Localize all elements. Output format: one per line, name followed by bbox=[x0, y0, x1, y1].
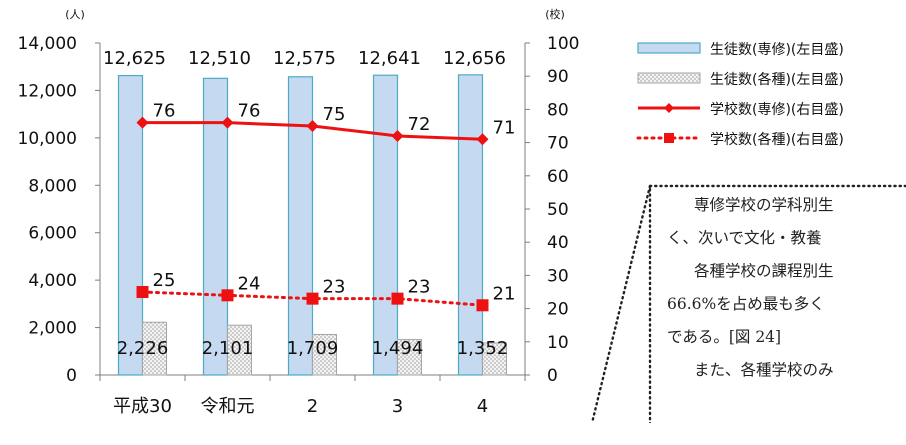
x-category-label: 3 bbox=[392, 396, 403, 417]
x-category-label: 4 bbox=[477, 396, 488, 417]
right-tick-label: 40 bbox=[547, 233, 569, 253]
left-axis-unit: (人) bbox=[65, 8, 85, 21]
bar-senshu-students bbox=[117, 75, 144, 376]
bar-kakushu-students bbox=[482, 342, 507, 376]
line-senshu-label: 75 bbox=[323, 104, 346, 125]
line-kakushu-label: 24 bbox=[238, 273, 261, 294]
note-line-2: く、次いで文化・教養 bbox=[667, 229, 822, 247]
marker-kakushu-schools bbox=[391, 292, 404, 305]
marker-senshu-schools bbox=[476, 133, 489, 146]
marker-senshu-schools bbox=[221, 116, 234, 129]
marker-senshu-schools bbox=[306, 120, 319, 132]
x-category-label: 平成30 bbox=[113, 396, 172, 417]
legend-marker-kakushu-schools bbox=[664, 133, 674, 143]
marker-senshu-schools bbox=[136, 116, 149, 129]
bar-kakushu-label: 1,709 bbox=[287, 338, 339, 359]
bar-senshu-label: 12,656 bbox=[443, 48, 506, 69]
left-tick-label: 8,000 bbox=[28, 176, 77, 196]
right-tick-label: 30 bbox=[547, 266, 569, 286]
marker-kakushu-schools bbox=[136, 286, 149, 298]
chart-area: 0 2,000 4,000 6,000 8,000 10,000 12,000 14,000 0… bbox=[18, 7, 906, 423]
left-tick-label: 14,000 bbox=[18, 34, 77, 54]
note-line-1: 専修学校の学科別生 bbox=[694, 196, 834, 214]
line-senshu-label: 76 bbox=[238, 101, 261, 122]
left-tick-label: 0 bbox=[66, 366, 77, 386]
marker-senshu-schools bbox=[391, 129, 404, 142]
note-callout-line bbox=[590, 184, 652, 423]
bar-senshu-students bbox=[372, 74, 399, 376]
legend-label: 生徒数(専修)(左目盛) bbox=[710, 42, 844, 58]
bar-senshu-label: 12,575 bbox=[273, 48, 336, 69]
bar-kakushu-students bbox=[227, 324, 252, 376]
marker-kakushu-schools bbox=[306, 292, 319, 305]
left-tick-label: 6,000 bbox=[28, 224, 77, 244]
right-tick-label: 90 bbox=[547, 67, 569, 87]
bar-senshu-students bbox=[287, 76, 314, 376]
marker-kakushu-schools bbox=[476, 299, 489, 312]
line-kakushu-label: 25 bbox=[153, 270, 176, 291]
right-tick-label: 80 bbox=[547, 100, 569, 120]
right-tick-label: 60 bbox=[547, 167, 569, 187]
note-box: 専修学校の学科別生 く、次いで文化・教養 各種学校の課程別生 66.6%を占め最… bbox=[580, 185, 906, 445]
marker-kakushu-schools bbox=[221, 289, 234, 302]
bar-kakushu-students bbox=[312, 333, 337, 376]
legend-swatch-kakushu-students bbox=[637, 72, 701, 84]
left-tick-label: 4,000 bbox=[28, 271, 77, 291]
legend-label: 学校数(専修)(右目盛) bbox=[710, 101, 844, 118]
bar-senshu-label: 12,625 bbox=[103, 48, 166, 69]
right-axis-unit: (校) bbox=[545, 7, 565, 21]
line-kakushu-label: 23 bbox=[408, 277, 431, 298]
bar-kakushu-students bbox=[142, 321, 167, 376]
line-senshu-label: 71 bbox=[493, 117, 516, 138]
left-tick-label: 12,000 bbox=[18, 81, 77, 101]
bar-senshu-students bbox=[202, 77, 229, 376]
line-senshu-label: 76 bbox=[153, 101, 176, 122]
bar-kakushu-label: 2,226 bbox=[117, 338, 169, 359]
line-senshu-label: 72 bbox=[408, 114, 431, 135]
note-line-5: である。[図 24] bbox=[667, 328, 782, 346]
bar-kakushu-label: 2,101 bbox=[202, 338, 254, 359]
line-kakushu-label: 23 bbox=[323, 277, 346, 298]
bar-kakushu-label: 1,494 bbox=[372, 338, 424, 359]
right-tick-label: 50 bbox=[547, 200, 569, 220]
left-tick-label: 2,000 bbox=[28, 319, 77, 339]
right-tick-label: 100 bbox=[547, 34, 579, 54]
bar-senshu-label: 12,510 bbox=[188, 48, 251, 69]
bar-kakushu-label: 1,352 bbox=[457, 338, 509, 359]
legend-swatch-senshu-students bbox=[637, 42, 701, 54]
legend-label: 学校数(各種)(右目盛) bbox=[710, 131, 844, 148]
note-line-4: 66.6%を占め最も多く bbox=[667, 295, 825, 313]
note-line-6: また、各種学校のみ bbox=[694, 361, 834, 379]
note-line-3: 各種学校の課程別生 bbox=[694, 262, 834, 280]
legend-marker-senshu-schools bbox=[664, 103, 674, 113]
right-tick-label: 70 bbox=[547, 134, 569, 154]
bar-senshu-students bbox=[457, 74, 484, 376]
legend-label: 生徒数(各種)(左目盛) bbox=[710, 72, 844, 88]
x-category-label: 2 bbox=[307, 396, 318, 417]
right-tick-label: 0 bbox=[547, 366, 558, 386]
note-box-frame bbox=[648, 184, 906, 423]
right-tick-label: 20 bbox=[547, 300, 569, 320]
right-tick-label: 10 bbox=[547, 333, 569, 353]
x-category-label: 令和元 bbox=[201, 396, 255, 417]
bar-senshu-label: 12,641 bbox=[358, 48, 421, 69]
bar-kakushu-students bbox=[397, 339, 422, 376]
line-kakushu-label: 21 bbox=[493, 283, 516, 304]
left-tick-label: 10,000 bbox=[18, 129, 77, 149]
